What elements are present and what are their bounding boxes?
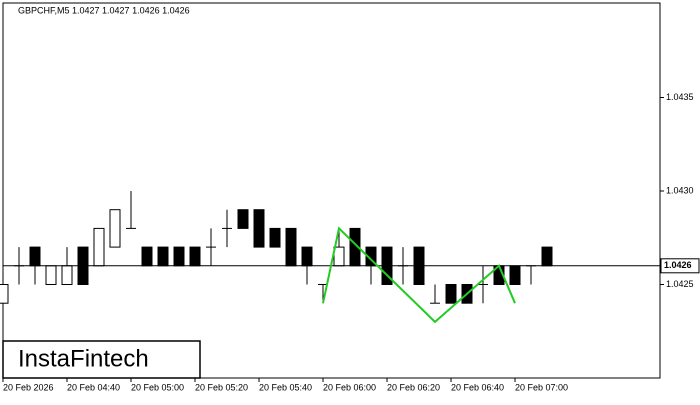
pattern-line	[322, 226, 516, 324]
candle-body	[29, 246, 41, 267]
candle-body	[93, 227, 105, 267]
candle-body	[285, 227, 297, 267]
candle-body	[333, 246, 345, 267]
x-tick-label: 20 Feb 2026	[3, 382, 54, 392]
candle-body	[301, 246, 313, 267]
x-tick-label: 20 Feb 06:20	[387, 382, 440, 392]
x-tick-label: 20 Feb 05:20	[195, 382, 248, 392]
last-price-label: 1.0426	[664, 260, 692, 270]
candle-body	[189, 246, 201, 267]
candle-body	[61, 265, 73, 285]
candle-body	[237, 209, 249, 229]
logo: InstaFintech	[18, 345, 149, 372]
x-tick-label: 20 Feb 07:00	[515, 382, 568, 392]
candle-body	[157, 246, 169, 267]
candle-body	[509, 265, 521, 285]
logo-box	[2, 340, 201, 379]
x-tick-label: 20 Feb 05:00	[131, 382, 184, 392]
candle-body	[45, 265, 57, 285]
candle-body	[109, 209, 121, 248]
candle-body	[445, 284, 457, 304]
y-tick-label: 1.0430	[666, 185, 694, 195]
candle-body	[269, 227, 281, 248]
x-tick-label: 20 Feb 04:40	[67, 382, 120, 392]
x-tick-label: 20 Feb 05:40	[259, 382, 312, 392]
candle-body	[141, 246, 153, 267]
candle-body	[0, 284, 9, 304]
x-tick-label: 20 Feb 06:00	[323, 382, 376, 392]
y-tick-label: 1.0425	[666, 279, 694, 289]
candle-body	[541, 246, 553, 267]
candle-body	[173, 246, 185, 267]
x-tick-label: 20 Feb 06:40	[451, 382, 504, 392]
chart-header: GBPCHF,M5 1.0427 1.0427 1.0426 1.0426	[18, 5, 190, 15]
y-tick-label: 1.0435	[666, 92, 694, 102]
candle-body	[253, 209, 265, 248]
last-price-box	[660, 258, 700, 274]
